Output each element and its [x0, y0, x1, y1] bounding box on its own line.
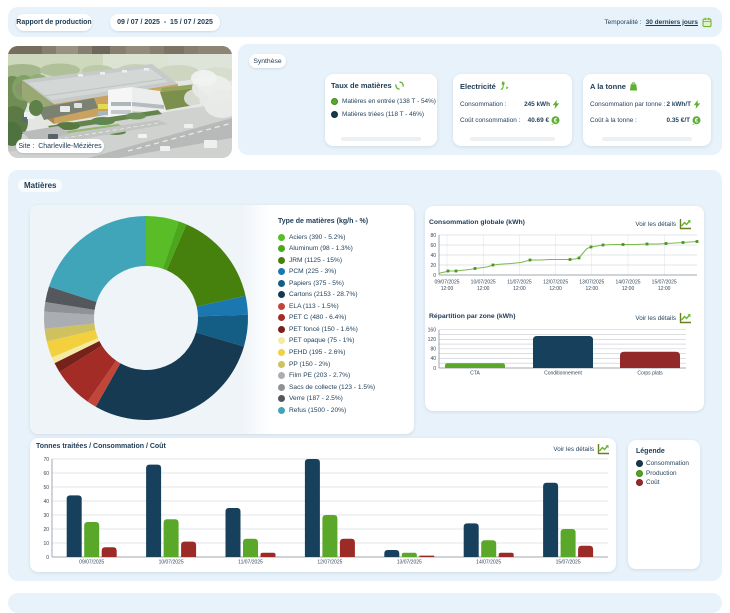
svg-text:0: 0 [46, 555, 49, 561]
svg-text:10/07/2025: 10/07/2025 [159, 560, 184, 566]
svg-text:CTA: CTA [470, 371, 480, 377]
svg-text:0: 0 [433, 366, 436, 372]
svg-text:80: 80 [430, 347, 436, 353]
svg-text:12:00: 12:00 [441, 286, 454, 292]
svg-text:13/07/2025: 13/07/2025 [579, 280, 604, 286]
svg-text:14/07/2025: 14/07/2025 [476, 560, 501, 566]
svg-text:40: 40 [430, 253, 436, 259]
svg-text:10/07/2025: 10/07/2025 [471, 280, 496, 286]
svg-text:12:00: 12:00 [586, 286, 599, 292]
svg-text:120: 120 [428, 337, 437, 343]
svg-text:13/07/2025: 13/07/2025 [397, 560, 422, 566]
svg-text:€: € [695, 118, 699, 124]
svg-text:60: 60 [43, 471, 49, 477]
svg-text:09/07/2025: 09/07/2025 [434, 280, 459, 286]
svg-text:20: 20 [43, 527, 49, 533]
svg-text:70: 70 [43, 457, 49, 463]
svg-text:80: 80 [430, 233, 436, 239]
svg-text:12:00: 12:00 [549, 286, 562, 292]
svg-text:30: 30 [43, 513, 49, 519]
svg-text:10: 10 [43, 541, 49, 547]
svg-text:12/07/2025: 12/07/2025 [317, 560, 342, 566]
svg-text:12:00: 12:00 [513, 286, 526, 292]
svg-text:20: 20 [430, 263, 436, 269]
svg-text:09/07/2025: 09/07/2025 [79, 560, 104, 566]
svg-text:160: 160 [428, 328, 437, 334]
svg-text:0: 0 [433, 273, 436, 279]
svg-text:12:00: 12:00 [477, 286, 490, 292]
svg-text:50: 50 [43, 485, 49, 491]
svg-text:15/07/2025: 15/07/2025 [556, 560, 581, 566]
svg-text:40: 40 [43, 499, 49, 505]
svg-text:€: € [554, 118, 558, 124]
svg-text:60: 60 [430, 243, 436, 249]
svg-text:14/07/2025: 14/07/2025 [615, 280, 640, 286]
svg-text:Corps plats: Corps plats [637, 371, 663, 377]
svg-text:11/07/2025: 11/07/2025 [507, 280, 532, 286]
svg-text:11/07/2025: 11/07/2025 [238, 560, 263, 566]
svg-text:40: 40 [430, 356, 436, 362]
svg-text:15/07/2025: 15/07/2025 [652, 280, 677, 286]
svg-text:12:00: 12:00 [622, 286, 635, 292]
svg-text:12/07/2025: 12/07/2025 [543, 280, 568, 286]
svg-text:Conditionnement: Conditionnement [544, 371, 582, 377]
svg-text:12:00: 12:00 [658, 286, 671, 292]
